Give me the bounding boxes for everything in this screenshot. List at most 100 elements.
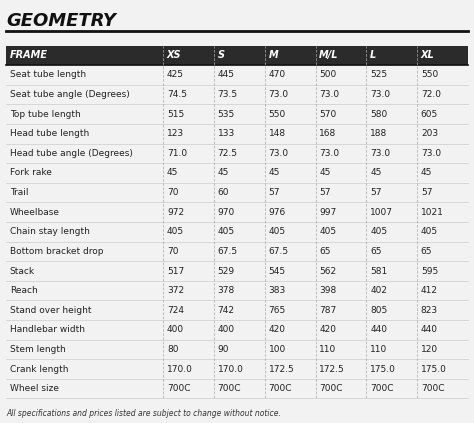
Text: 420: 420 [319,325,336,334]
Text: 398: 398 [319,286,337,295]
Text: 535: 535 [218,110,235,118]
Text: Handlebar width: Handlebar width [10,325,85,334]
Text: 402: 402 [370,286,387,295]
Text: 545: 545 [268,266,286,275]
Text: 700C: 700C [319,384,343,393]
Text: M: M [268,50,278,60]
Text: 73.0: 73.0 [319,149,339,158]
Text: 70: 70 [167,188,178,197]
Text: FRAME: FRAME [10,50,48,60]
Text: 470: 470 [268,70,286,80]
Text: 110: 110 [370,345,387,354]
Text: 65: 65 [319,247,331,256]
Text: 700C: 700C [167,384,191,393]
Text: 45: 45 [167,168,178,178]
Text: 170.0: 170.0 [167,365,193,374]
Text: Stem length: Stem length [10,345,65,354]
Text: 172.5: 172.5 [319,365,345,374]
Text: 525: 525 [370,70,387,80]
Text: 570: 570 [319,110,337,118]
Text: 72.5: 72.5 [218,149,237,158]
Text: 110: 110 [319,345,337,354]
Text: 383: 383 [268,286,286,295]
Text: 70: 70 [167,247,178,256]
Text: Fork rake: Fork rake [10,168,52,178]
Text: 700C: 700C [421,384,444,393]
Text: 57: 57 [319,188,331,197]
Text: 400: 400 [167,325,184,334]
Text: 120: 120 [421,345,438,354]
Text: XL: XL [421,50,435,60]
Text: 168: 168 [319,129,337,138]
Text: 172.5: 172.5 [268,365,294,374]
Text: 90: 90 [218,345,229,354]
Text: Seat tube angle (Degrees): Seat tube angle (Degrees) [10,90,129,99]
Text: 400: 400 [218,325,235,334]
Text: Trail: Trail [10,188,28,197]
Text: 80: 80 [167,345,178,354]
Text: 378: 378 [218,286,235,295]
Text: 73.0: 73.0 [370,149,390,158]
Text: 765: 765 [268,306,286,315]
Text: 45: 45 [370,168,382,178]
Text: 1007: 1007 [370,208,393,217]
Text: 445: 445 [218,70,235,80]
Text: 976: 976 [268,208,286,217]
Text: Head tube length: Head tube length [10,129,89,138]
Text: 517: 517 [167,266,184,275]
Text: M/L: M/L [319,50,339,60]
Text: 405: 405 [268,227,286,236]
Text: Seat tube length: Seat tube length [10,70,86,80]
Text: 562: 562 [319,266,337,275]
Text: 823: 823 [421,306,438,315]
Text: 405: 405 [319,227,337,236]
Text: 72.0: 72.0 [421,90,441,99]
Text: 595: 595 [421,266,438,275]
Text: 581: 581 [370,266,387,275]
Text: 65: 65 [421,247,432,256]
Text: 74.5: 74.5 [167,90,187,99]
Text: 412: 412 [421,286,438,295]
Text: 73.0: 73.0 [370,90,390,99]
Text: 970: 970 [218,208,235,217]
Text: 45: 45 [319,168,331,178]
Text: 420: 420 [268,325,285,334]
Text: 700C: 700C [370,384,393,393]
Text: 405: 405 [421,227,438,236]
Text: 170.0: 170.0 [218,365,244,374]
Text: 550: 550 [268,110,286,118]
Text: 550: 550 [421,70,438,80]
Text: 57: 57 [370,188,382,197]
Text: 580: 580 [370,110,387,118]
Text: 405: 405 [218,227,235,236]
Text: All specifications and prices listed are subject to change without notice.: All specifications and prices listed are… [6,409,281,418]
Text: 100: 100 [268,345,286,354]
Text: 73.0: 73.0 [268,90,289,99]
Text: XS: XS [167,50,182,60]
Text: L: L [370,50,376,60]
Text: 742: 742 [218,306,235,315]
Text: 148: 148 [268,129,286,138]
Text: 60: 60 [218,188,229,197]
Text: 175.0: 175.0 [370,365,396,374]
Text: 700C: 700C [218,384,241,393]
Text: 188: 188 [370,129,387,138]
Text: Stand over height: Stand over height [10,306,91,315]
Text: 972: 972 [167,208,184,217]
Text: 405: 405 [167,227,184,236]
Text: 57: 57 [268,188,280,197]
Text: 203: 203 [421,129,438,138]
Text: 73.0: 73.0 [319,90,339,99]
Text: 73.0: 73.0 [421,149,441,158]
Text: Stack: Stack [10,266,35,275]
Text: 65: 65 [370,247,382,256]
Text: 440: 440 [370,325,387,334]
Text: 45: 45 [268,168,280,178]
Text: 73.5: 73.5 [218,90,238,99]
Text: S: S [218,50,225,60]
Text: Crank length: Crank length [10,365,68,374]
Text: Head tube angle (Degrees): Head tube angle (Degrees) [10,149,133,158]
Text: Bottom bracket drop: Bottom bracket drop [10,247,103,256]
Bar [6,46,468,65]
Text: 515: 515 [167,110,184,118]
